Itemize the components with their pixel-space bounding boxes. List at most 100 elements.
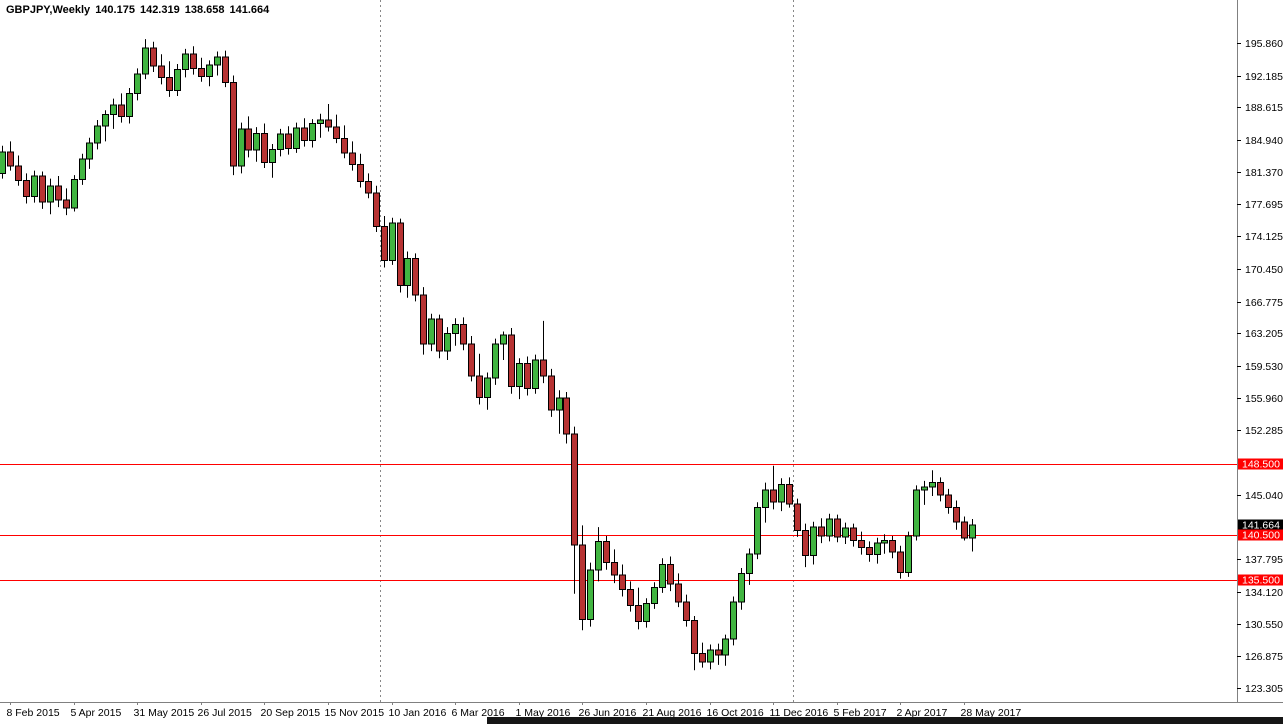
candle <box>79 153 86 185</box>
candle-body <box>365 180 372 194</box>
candle-body <box>691 619 698 654</box>
date-tick-label: 31 May 2015 <box>134 707 195 719</box>
date-tick-label: 2 Apr 2017 <box>897 707 948 719</box>
candle <box>325 103 332 132</box>
candle <box>357 153 364 188</box>
candle-body <box>230 82 237 167</box>
price-tick-label: 170.450 <box>1245 264 1283 276</box>
candle <box>770 465 777 510</box>
candle-body <box>834 518 841 538</box>
price-tick-label: 130.550 <box>1245 619 1283 631</box>
candle-body <box>929 482 936 488</box>
ohlc-open-value: 140.175 <box>95 4 135 16</box>
candle-body <box>540 359 547 377</box>
candles-layer <box>0 39 976 671</box>
candle <box>15 155 22 186</box>
candle <box>317 113 324 138</box>
candle-body <box>699 652 706 663</box>
candle-body <box>198 67 205 77</box>
level-price-tag-box <box>1238 529 1283 541</box>
candle-body <box>866 547 873 556</box>
candle <box>563 392 570 444</box>
candle <box>579 525 586 631</box>
candle <box>190 46 197 75</box>
candle-body <box>945 494 952 509</box>
candle-body <box>913 489 920 537</box>
price-tick-label: 184.940 <box>1245 135 1283 147</box>
candle-body <box>452 323 459 334</box>
price-tick-label: 123.305 <box>1245 683 1283 695</box>
candle <box>277 128 284 157</box>
candle <box>715 643 722 665</box>
date-tick-label: 16 Oct 2016 <box>707 707 764 719</box>
candle-body <box>516 363 523 388</box>
candle <box>118 93 125 123</box>
candle <box>619 564 626 597</box>
price-tick-label: 163.205 <box>1245 328 1283 340</box>
candle <box>468 335 475 382</box>
candle <box>94 119 101 150</box>
candle <box>341 125 348 159</box>
candle <box>524 356 531 396</box>
price-tick-label: 188.615 <box>1245 102 1283 114</box>
level-price-tag: 140.500 <box>1238 529 1283 542</box>
candle-body <box>762 489 769 509</box>
candle <box>969 518 976 552</box>
candle-body <box>389 222 396 261</box>
candle <box>365 173 372 199</box>
candle-body <box>293 127 300 149</box>
candle-body <box>47 185 54 203</box>
candle-body <box>301 127 308 141</box>
level-price-tag-text: 140.500 <box>1242 530 1280 542</box>
candle <box>953 500 960 530</box>
candle-body <box>746 553 753 574</box>
candle-body <box>436 318 443 352</box>
candle-body <box>373 192 380 228</box>
date-tick-label: 6 Mar 2016 <box>452 707 505 719</box>
candle-body <box>953 507 960 523</box>
candle-body <box>309 123 316 141</box>
candle-body <box>79 158 86 181</box>
candle-body <box>142 47 149 75</box>
candle-body <box>71 179 78 209</box>
candle-body <box>349 152 356 165</box>
candle <box>436 314 443 359</box>
price-tick-label: 174.125 <box>1245 231 1283 243</box>
candle-body <box>420 294 427 345</box>
date-tick-label: 20 Sep 2015 <box>261 707 321 719</box>
candle <box>730 596 737 646</box>
candle <box>834 514 841 543</box>
candle <box>198 57 205 82</box>
candle-body <box>937 482 944 496</box>
candle-body <box>826 518 833 537</box>
level-price-tag-text: 135.500 <box>1242 575 1280 587</box>
candle-body <box>412 258 419 296</box>
price-tick-label: 126.875 <box>1245 651 1283 663</box>
candle <box>222 50 229 88</box>
candle-body <box>174 68 181 92</box>
candle-body <box>587 569 594 621</box>
candle <box>802 523 809 568</box>
level-price-tag: 148.500 <box>1238 458 1283 471</box>
candle-body <box>961 521 968 539</box>
candle <box>150 41 157 72</box>
candle <box>7 141 14 171</box>
candle-body <box>381 226 388 261</box>
candle <box>444 327 451 360</box>
candle <box>333 114 340 144</box>
candle-body <box>190 53 197 69</box>
price-tick-label: 177.695 <box>1245 199 1283 211</box>
candle-body <box>444 332 451 352</box>
candle-body <box>397 222 404 286</box>
candle <box>500 331 507 360</box>
time-axis[interactable]: 8 Feb 2015 5 Apr 2015 31 May 2015 26 Jul 20… <box>0 702 1283 719</box>
candle <box>683 594 690 627</box>
candle-body <box>571 433 578 546</box>
candle <box>762 482 769 523</box>
candle-body <box>556 397 563 411</box>
candle-body <box>214 56 221 66</box>
price-axis[interactable]: 195.860 192.185 188.615 184.940 181.370 177.6… <box>1237 0 1283 702</box>
candle <box>476 353 483 405</box>
candle <box>540 320 547 384</box>
